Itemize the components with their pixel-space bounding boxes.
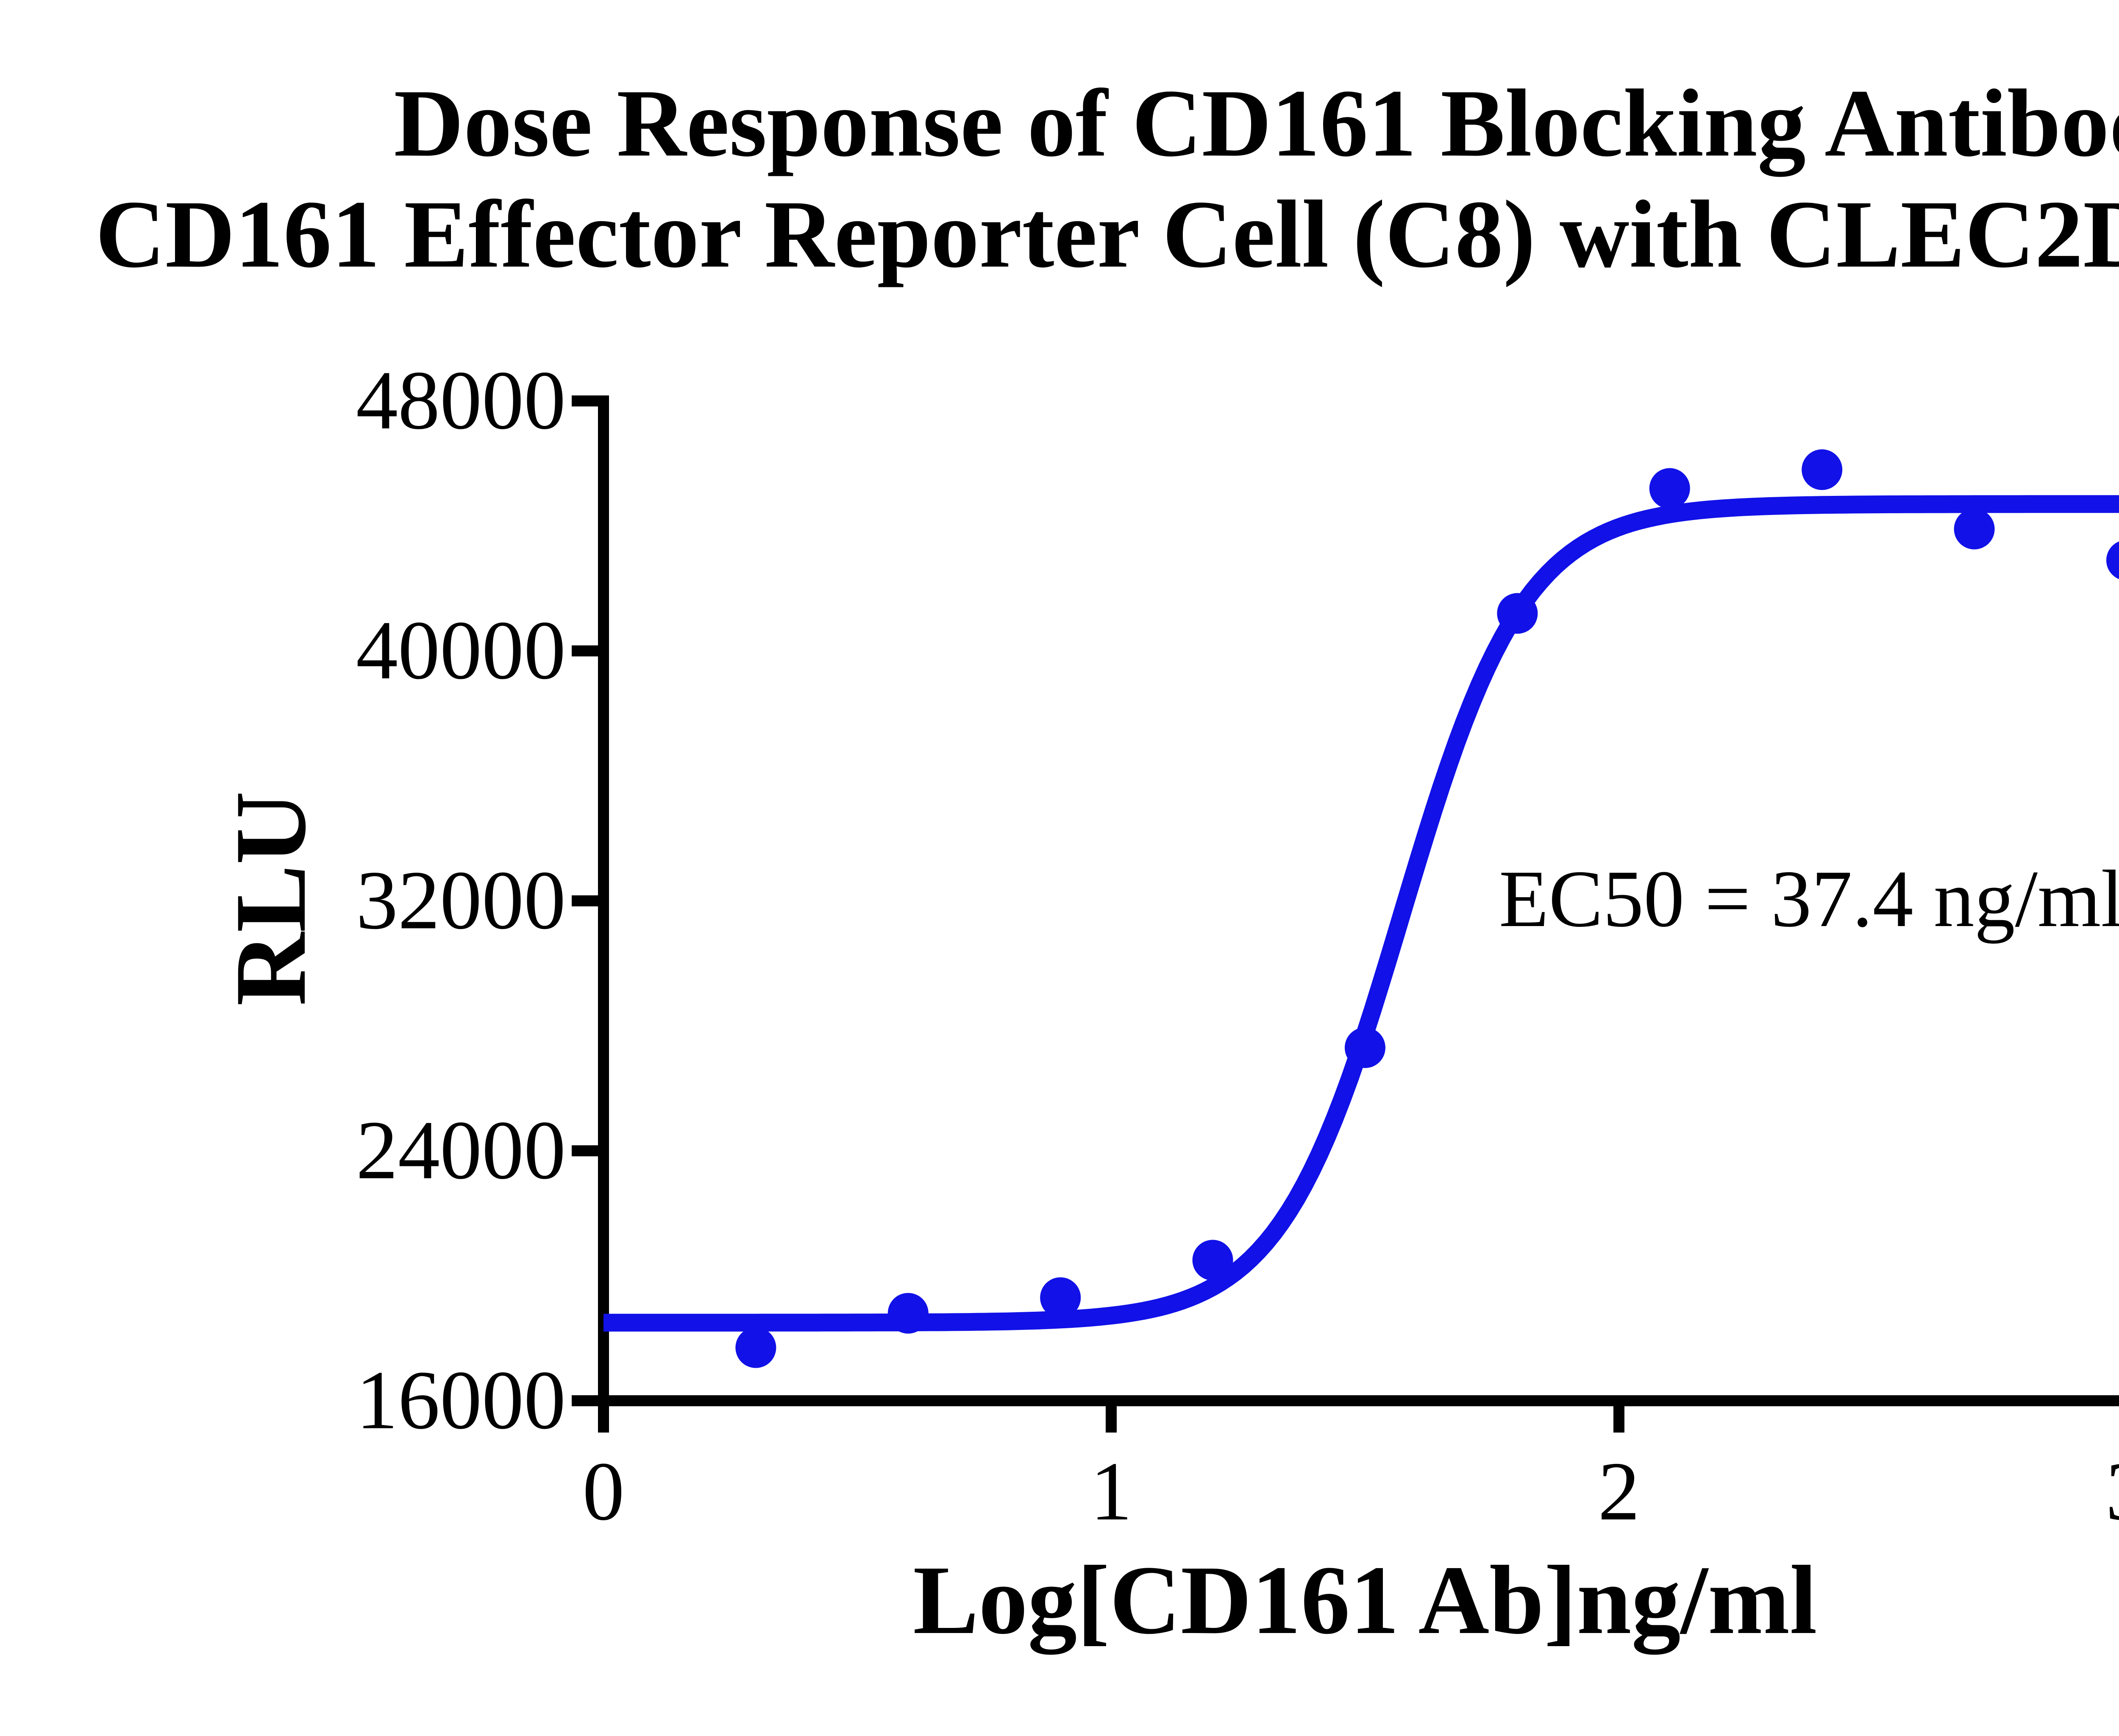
data-point: [1497, 593, 1538, 634]
data-point: [1192, 1240, 1233, 1281]
chart-title-line2: CD161 Effector Reporter Cell (C8) with C…: [95, 181, 2119, 288]
axes: [598, 395, 2119, 1406]
data-point: [1649, 468, 1690, 509]
chart-title: Dose Response of CD161 Blocking Antibody…: [0, 68, 2119, 290]
y-tick-label: 16000: [356, 1354, 566, 1447]
y-axis-ticks: 16000 24000 32000 40000 48000: [356, 354, 598, 1447]
chart-title-line1: Dose Response of CD161 Blocking Antibody…: [394, 70, 2119, 177]
x-tick-label: 3: [2106, 1445, 2119, 1538]
y-tick-label: 48000: [356, 354, 566, 447]
data-point: [1954, 509, 1995, 550]
data-point: [1802, 449, 1843, 490]
x-axis-title: Log[CD161 Ab]ng/ml: [913, 1546, 1817, 1655]
data-point: [887, 1293, 929, 1334]
x-axis-ticks: 0 1 2 3: [583, 1406, 2119, 1538]
data-point: [1345, 1027, 1385, 1068]
x-tick-label: 2: [1598, 1445, 1640, 1538]
data-point: [1040, 1277, 1081, 1318]
x-tick-label: 0: [583, 1445, 625, 1538]
data-points: [735, 449, 2119, 1368]
x-tick-label: 1: [1090, 1445, 1132, 1538]
y-tick-label: 32000: [356, 854, 566, 946]
data-point: [2106, 541, 2119, 579]
y-tick-label: 40000: [356, 604, 566, 696]
data-point: [735, 1327, 776, 1368]
ec50-annotation: EC50 = 37.4 ng/ml: [1499, 854, 2119, 944]
y-tick-label: 24000: [356, 1104, 566, 1196]
